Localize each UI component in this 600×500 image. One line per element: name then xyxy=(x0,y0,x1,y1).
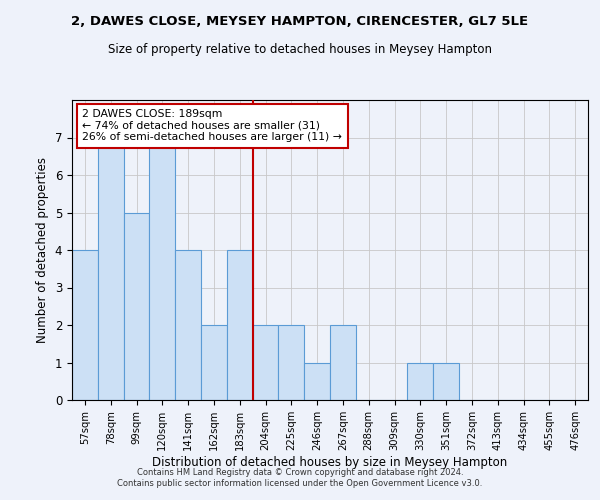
Bar xyxy=(175,250,201,400)
Bar xyxy=(407,362,433,400)
Bar xyxy=(227,250,253,400)
Text: Contains HM Land Registry data © Crown copyright and database right 2024.
Contai: Contains HM Land Registry data © Crown c… xyxy=(118,468,482,487)
X-axis label: Distribution of detached houses by size in Meysey Hampton: Distribution of detached houses by size … xyxy=(152,456,508,468)
Bar xyxy=(98,138,124,400)
Text: 2, DAWES CLOSE, MEYSEY HAMPTON, CIRENCESTER, GL7 5LE: 2, DAWES CLOSE, MEYSEY HAMPTON, CIRENCES… xyxy=(71,15,529,28)
Bar xyxy=(433,362,459,400)
Bar xyxy=(253,325,278,400)
Text: 2 DAWES CLOSE: 189sqm
← 74% of detached houses are smaller (31)
26% of semi-deta: 2 DAWES CLOSE: 189sqm ← 74% of detached … xyxy=(82,109,342,142)
Bar xyxy=(124,212,149,400)
Bar xyxy=(201,325,227,400)
Bar xyxy=(149,138,175,400)
Text: Size of property relative to detached houses in Meysey Hampton: Size of property relative to detached ho… xyxy=(108,42,492,56)
Bar xyxy=(72,250,98,400)
Bar xyxy=(278,325,304,400)
Bar xyxy=(304,362,330,400)
Bar xyxy=(330,325,356,400)
Y-axis label: Number of detached properties: Number of detached properties xyxy=(36,157,49,343)
